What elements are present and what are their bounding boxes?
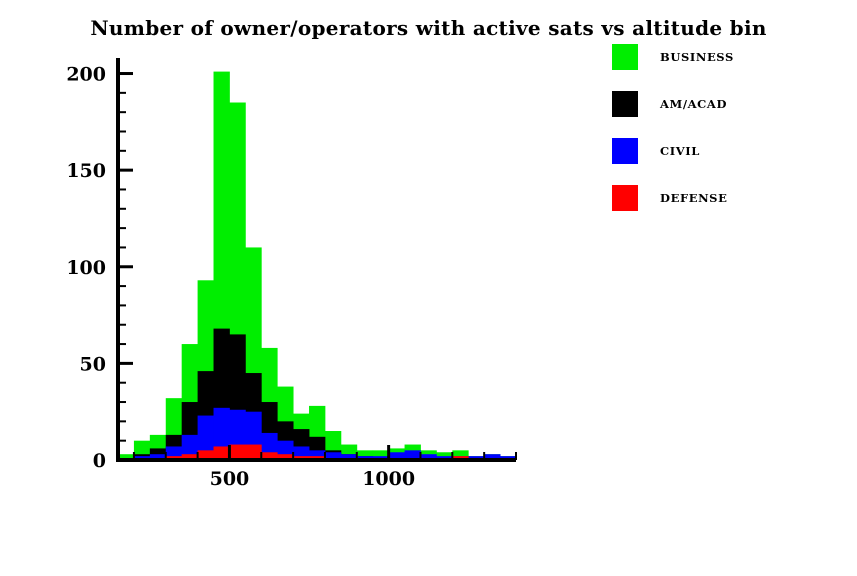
bar — [277, 454, 294, 460]
bar — [118, 454, 135, 460]
legend-swatch-business — [612, 44, 638, 70]
legend-label-am-acad: AM/ACAD — [660, 97, 728, 111]
y-tick-label: 200 — [66, 64, 106, 86]
bar — [452, 450, 469, 460]
y-tick-label: 100 — [66, 257, 106, 279]
legend-item-defense: DEFENSE — [612, 185, 734, 211]
legend-label-business: BUSINESS — [660, 50, 734, 64]
bar — [229, 444, 246, 460]
legend-label-defense: DEFENSE — [660, 191, 728, 205]
x-tick-label: 500 — [210, 468, 250, 490]
bar — [388, 452, 405, 460]
legend-swatch-defense — [612, 185, 638, 211]
bar — [181, 454, 198, 460]
bar — [309, 450, 326, 460]
legend: BUSINESS AM/ACAD CIVIL DEFENSE — [612, 44, 734, 232]
legend-item-business: BUSINESS — [612, 44, 734, 70]
bar — [404, 450, 421, 460]
legend-item-civil: CIVIL — [612, 138, 734, 164]
y-tick-label: 150 — [66, 160, 106, 182]
bar — [436, 452, 453, 460]
x-tick-label: 1000 — [362, 468, 415, 490]
bar — [484, 454, 501, 460]
bar — [149, 454, 167, 460]
legend-swatch-am-acad — [612, 91, 638, 117]
bar — [213, 446, 230, 460]
legend-label-civil: CIVIL — [660, 144, 700, 158]
legend-item-am-acad: AM/ACAD — [612, 91, 734, 117]
bar — [197, 415, 214, 460]
bar — [197, 450, 214, 460]
y-tick-label: 0 — [93, 450, 106, 472]
chart-title: Number of owner/operators with active sa… — [90, 16, 767, 40]
bar — [181, 434, 198, 460]
bar — [420, 454, 437, 460]
bar — [372, 450, 390, 460]
bars-am-acad — [118, 328, 517, 460]
bar — [356, 450, 374, 460]
bar — [324, 452, 342, 460]
bar — [245, 444, 262, 460]
axes: 0 50 100 150 200 500 1000 — [66, 58, 517, 490]
bar — [261, 452, 278, 460]
bar — [340, 454, 358, 460]
bars-business — [118, 71, 517, 460]
y-tick-label: 50 — [80, 353, 106, 375]
legend-swatch-civil — [612, 138, 638, 164]
